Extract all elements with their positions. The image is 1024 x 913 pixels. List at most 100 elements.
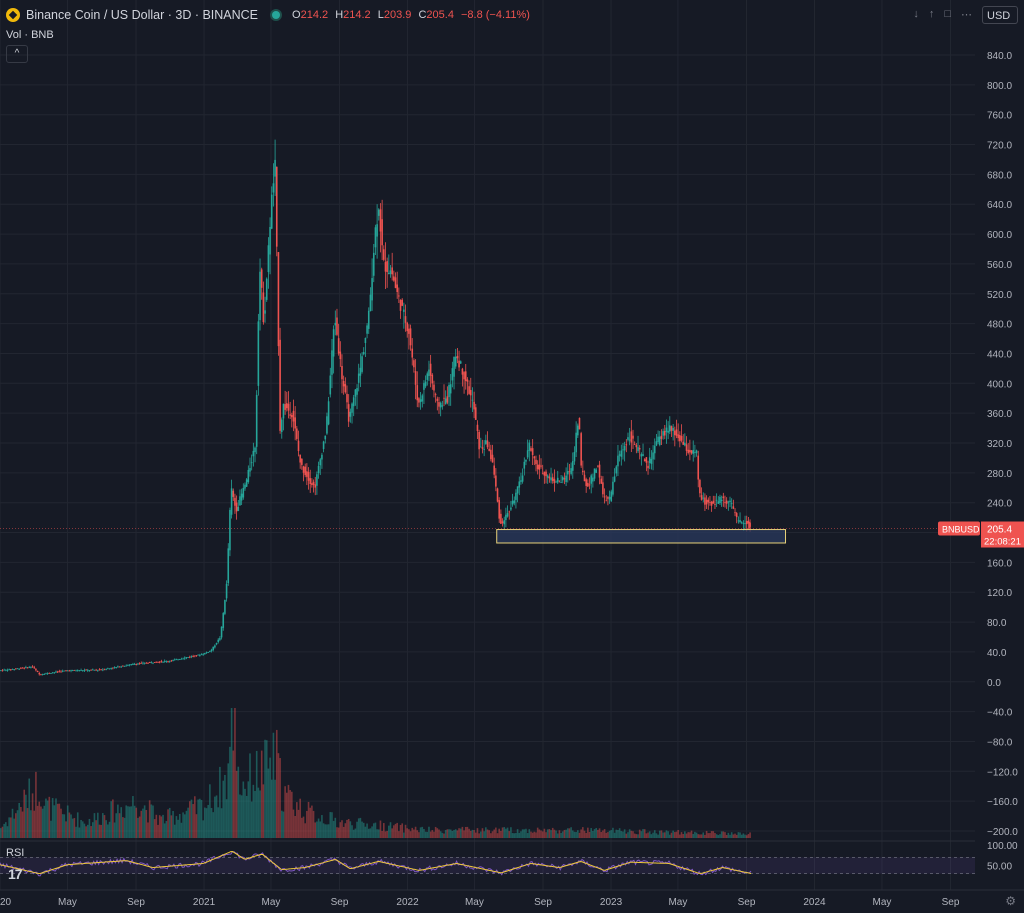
volume-bar xyxy=(595,827,598,838)
volume-bar xyxy=(145,810,148,838)
volume-bar xyxy=(48,796,51,838)
volume-bar xyxy=(490,833,492,838)
candle-body xyxy=(551,477,554,481)
volume-bar xyxy=(239,794,241,838)
candle-body xyxy=(729,500,731,502)
candle-body xyxy=(185,657,188,659)
volume-bar xyxy=(548,829,551,838)
candle-body xyxy=(366,325,368,334)
candle-body xyxy=(53,672,56,674)
candle-body xyxy=(237,506,240,511)
candle-body xyxy=(235,502,238,512)
candle-body xyxy=(704,497,706,505)
candle-body xyxy=(404,316,407,323)
candle-body xyxy=(674,430,676,436)
volume-bar xyxy=(473,830,475,838)
volume-bar xyxy=(464,826,467,838)
candle-body xyxy=(531,448,534,456)
volume-bar xyxy=(374,822,377,838)
candle-body xyxy=(175,658,178,660)
candle-body xyxy=(168,660,171,662)
volume-bar xyxy=(190,799,193,838)
gear-icon[interactable]: ⚙ xyxy=(1005,894,1016,908)
candle-body xyxy=(311,483,313,486)
time-axis[interactable]: 2020 May Sep 2021 May Sep 2022 May Sep 2023 May Sep… xyxy=(0,889,1024,908)
volume-bar xyxy=(18,802,20,838)
market-status-icon[interactable] xyxy=(272,11,281,19)
candle-body xyxy=(566,471,569,475)
volume-bar xyxy=(272,732,275,838)
volume-bar xyxy=(43,805,46,838)
candle-body xyxy=(100,669,102,671)
candle-body xyxy=(682,441,684,445)
volume-bar xyxy=(655,833,658,838)
candle-body xyxy=(478,431,480,450)
volume-bar xyxy=(640,831,643,838)
volume-bar xyxy=(469,830,472,838)
volume-bar xyxy=(635,834,638,838)
candle-body xyxy=(339,351,342,360)
volume-bar xyxy=(647,832,649,838)
candle-body xyxy=(95,669,97,671)
collapse-legend-button[interactable]: ^ xyxy=(6,45,28,63)
currency-select[interactable]: USD xyxy=(982,6,1018,24)
volume-bar xyxy=(520,831,522,838)
candle-body xyxy=(110,668,112,670)
volume-bar xyxy=(496,833,499,838)
candle-body xyxy=(525,459,527,462)
support-zone[interactable] xyxy=(496,529,787,544)
candle-body xyxy=(78,670,81,672)
candle-body xyxy=(324,435,327,440)
volume-bar xyxy=(280,810,283,838)
candle-body xyxy=(662,431,664,436)
candle-body xyxy=(727,501,730,503)
candle-body xyxy=(282,403,285,419)
volume-bar xyxy=(183,814,186,838)
x-tick-label: Sep xyxy=(534,897,552,908)
move-down-icon[interactable]: ↓ xyxy=(913,8,919,20)
candle-body xyxy=(625,444,628,446)
volume-bar xyxy=(341,820,343,838)
candle-body xyxy=(749,521,751,529)
price-axis[interactable]: 840.0 800.0 760.0 720.0 680.0 640.0 600.0 560.0… xyxy=(976,0,1024,913)
candle-body xyxy=(294,417,296,429)
candle-body xyxy=(459,361,462,364)
volume-bar xyxy=(689,832,691,838)
volume-bar xyxy=(628,829,631,838)
volume-bar xyxy=(571,830,574,838)
move-up-icon[interactable]: ↑ xyxy=(928,8,935,20)
candle-body xyxy=(675,429,678,436)
volume-bar xyxy=(10,817,12,838)
maximize-icon[interactable]: □ xyxy=(944,8,951,20)
candle-body xyxy=(372,252,375,276)
volume-bar xyxy=(525,828,527,838)
volume-bar xyxy=(123,817,126,838)
volume-bar xyxy=(553,829,556,838)
volume-bar xyxy=(516,829,519,838)
candle-body xyxy=(620,450,623,457)
candle-body xyxy=(227,548,230,584)
candle-body xyxy=(38,672,41,675)
candle-body xyxy=(543,471,546,476)
volume-bar xyxy=(81,821,84,838)
tradingview-logo[interactable]: 17 xyxy=(8,866,23,882)
volume-bar xyxy=(66,805,69,838)
candle-body xyxy=(501,521,504,524)
candle-body xyxy=(65,670,67,672)
candle-body xyxy=(610,491,613,502)
candle-body xyxy=(712,500,715,504)
volume-bar xyxy=(3,823,5,838)
volume-legend[interactable]: Vol · BNB xyxy=(6,29,54,41)
rsi-legend[interactable]: RSI xyxy=(6,847,25,859)
volume-bar xyxy=(660,830,663,838)
more-icon[interactable]: ⋯ xyxy=(961,9,972,21)
candle-body xyxy=(563,478,566,480)
volume-bar xyxy=(615,829,618,838)
volume-bar xyxy=(277,753,280,838)
candle-body xyxy=(640,454,643,457)
symbol-title[interactable]: Binance Coin / US Dollar · 3D · BINANCE xyxy=(26,8,259,22)
volume-bar xyxy=(384,831,387,838)
candle-body xyxy=(68,670,71,672)
candle-body xyxy=(357,373,360,383)
